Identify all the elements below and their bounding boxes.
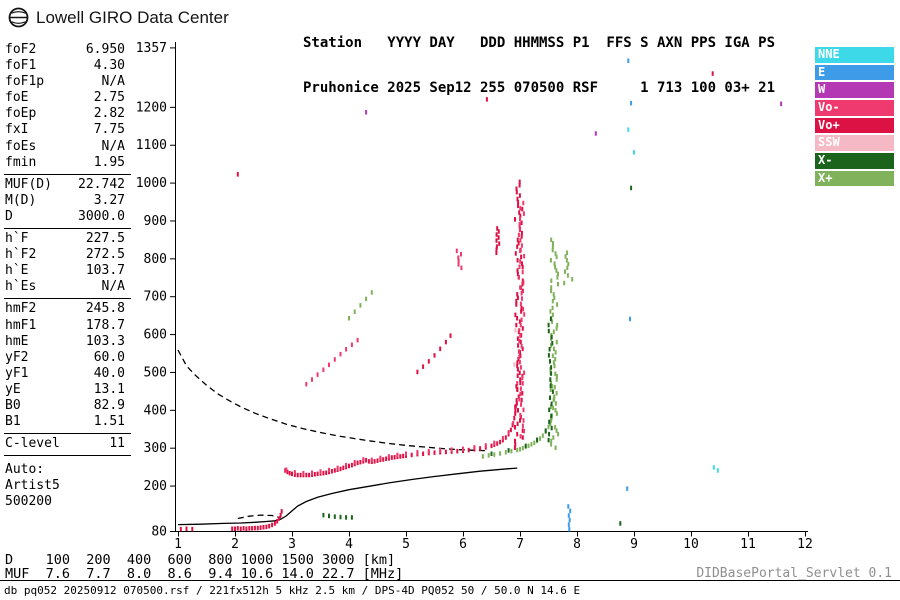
svg-text:800: 800 <box>144 252 167 267</box>
echo-points <box>179 58 783 532</box>
param-mufd: MUF(D) 22.742 <box>5 176 125 192</box>
svg-text:11: 11 <box>740 537 756 552</box>
param-hes: h`Es N/A <box>5 279 125 295</box>
svg-text:500: 500 <box>144 365 167 380</box>
legend-item-vo+: Vo+ <box>815 117 894 134</box>
d-row: D 100 200 400 600 800 1000 1500 3000 [km… <box>5 552 396 568</box>
legend-item-vo-: Vo- <box>815 100 894 116</box>
svg-text:8: 8 <box>573 537 581 552</box>
svg-text:9: 9 <box>630 537 638 552</box>
legend: NNE E W Vo- Vo+ SSW X- X+ <box>815 47 894 189</box>
svg-text:200: 200 <box>144 479 167 494</box>
svg-text:6: 6 <box>459 537 467 552</box>
svg-text:10: 10 <box>683 537 699 552</box>
param-he: h`E 103.7 <box>5 263 125 279</box>
watermark: DIDBasePortal_Servlet 0.1 <box>696 566 892 581</box>
param-fof1p: foF1p N/A <box>5 74 125 90</box>
svg-text:4: 4 <box>345 537 353 552</box>
legend-item-e: E <box>815 64 894 81</box>
svg-text:2: 2 <box>231 537 239 552</box>
param-yf2: yF2 60.0 <box>5 349 125 365</box>
param-foe: foE 2.75 <box>5 90 125 106</box>
transmission-curve <box>177 349 489 452</box>
legend-item-x-: X- <box>815 153 894 169</box>
logo-text: Lowell GIRO Data Center <box>36 7 229 27</box>
param-auto: Auto: <box>5 462 45 478</box>
station-header-line2: Pruhonice 2025 Sep12 255 070500 RSF 1 71… <box>303 80 776 96</box>
param-foes: foEs N/A <box>5 138 125 154</box>
profile-curves <box>177 349 518 526</box>
svg-text:7: 7 <box>516 537 524 552</box>
legend-item-nne: NNE <box>815 47 894 63</box>
legend-item-ssw: SSW <box>815 135 894 151</box>
legend-item-x+: X+ <box>815 170 894 187</box>
param-b1: B1 1.51 <box>5 414 125 430</box>
svg-text:12: 12 <box>797 537 813 552</box>
param-d: D 3000.0 <box>5 208 125 224</box>
param-hmf1: hmF1 178.7 <box>5 317 125 333</box>
param-artist5: Artist5 <box>5 478 60 494</box>
param-foep: foEp 2.82 <box>5 106 125 122</box>
param-md: M(D) 3.27 <box>5 192 125 208</box>
param-hf: h`F 227.5 <box>5 231 125 247</box>
svg-text:5: 5 <box>402 537 410 552</box>
param-fxi: fxI 7.75 <box>5 122 125 138</box>
true-height-profile <box>177 467 518 526</box>
svg-text:400: 400 <box>144 403 167 418</box>
legend-item-w: W <box>815 82 894 98</box>
svg-text:1: 1 <box>174 537 182 552</box>
param-fmin: fmin 1.95 <box>5 154 125 170</box>
svg-text:700: 700 <box>144 290 167 305</box>
param-yf1: yF1 40.0 <box>5 365 125 381</box>
svg-text:300: 300 <box>144 441 167 456</box>
param-hmf2: hmF2 245.8 <box>5 301 125 317</box>
param-clevel: C-level 11 <box>5 436 125 452</box>
logo: Lowell GIRO Data Center <box>7 6 229 29</box>
svg-text:3: 3 <box>288 537 296 552</box>
station-header-line1: Station YYYY DAY DDD HHMMSS P1 FFS S AXN… <box>303 35 776 51</box>
svg-text:900: 900 <box>144 214 167 229</box>
axes: 1 2 3 4 5 6 7 8 9 10 11 121357120011001000900800700… <box>136 41 813 552</box>
param-hf2: h`F2 272.5 <box>5 247 125 263</box>
parameter-panel: foF2 6.950 foF1 4.30 foF1p N/A foE 2.75 foEp 2.82… <box>4 40 131 514</box>
svg-text:80: 80 <box>151 525 167 540</box>
param-b0: B0 82.9 <box>5 397 125 413</box>
muf-row: MUF 7.6 7.7 8.0 8.6 9.4 10.6 14.0 22.7 [… <box>5 565 404 582</box>
svg-text:600: 600 <box>144 328 167 343</box>
svg-text:1000: 1000 <box>136 176 167 191</box>
status-line: db pq052 20250912 070500.rsf / 221fx512h… <box>4 584 581 597</box>
param-500200: 500200 <box>5 494 52 510</box>
param-fof1: foF1 4.30 <box>5 58 125 74</box>
svg-text:1200: 1200 <box>136 100 167 115</box>
footer-divider <box>0 580 900 581</box>
svg-text:1357: 1357 <box>136 41 167 56</box>
param-hme: hmE 103.3 <box>5 333 125 349</box>
giro-logo-icon <box>8 7 29 28</box>
param-ye: yE 13.1 <box>5 381 125 397</box>
param-fof2: foF2 6.950 <box>5 42 125 57</box>
svg-text:1100: 1100 <box>136 138 167 153</box>
valley-profile <box>237 514 281 520</box>
station-header: Station YYYY DAY DDD HHMMSS P1 FFS S AXN… <box>303 6 775 126</box>
